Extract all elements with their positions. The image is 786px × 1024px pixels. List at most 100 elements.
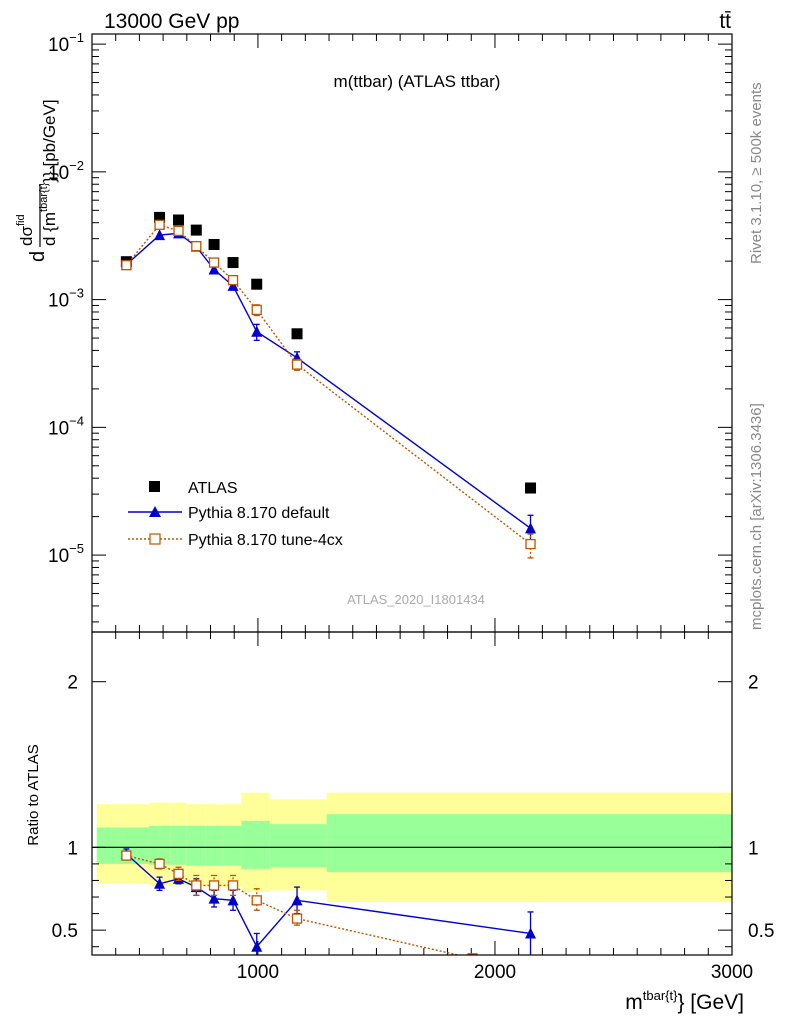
ratio-uncertainty-bands (92, 792, 732, 902)
analysis-label: ATLAS_2020_I1801434 (347, 592, 485, 607)
ratio-y-tick-label-left: 0.5 (52, 921, 78, 942)
ratio-point (251, 895, 262, 906)
green-band-bin (170, 825, 187, 865)
data-point (525, 522, 537, 534)
ratio-point (208, 880, 220, 891)
main-y-axis-label: d dσfid d {mtbar{t}}} [pb/GeV] (15, 99, 59, 262)
rivet-label: Rivet 3.1.10, ≥ 500k events (748, 82, 765, 264)
data-point (227, 257, 239, 269)
ratio-point (154, 858, 165, 870)
legend-entry-pythia-default: Pythia 8.170 default (128, 505, 330, 522)
ratio-point (291, 913, 303, 924)
green-band-bin (96, 827, 119, 864)
data-point (251, 325, 263, 337)
xlabel-base: m (625, 991, 643, 1014)
mcplots-label: mcplots.cern.ch [arXiv:1306.3436] (748, 403, 765, 630)
ratio-point (251, 940, 263, 952)
ratio-panel: 0.5 0.5 1 1 2 2 1000 2000 3000 Ratio to ATLAS m… (25, 631, 775, 1014)
ratio-y-axis-label: Ratio to ATLAS (25, 744, 42, 845)
ratio-point (208, 892, 220, 904)
ratio-point (173, 868, 184, 879)
legend-label-atlas: ATLAS (188, 480, 238, 497)
main-series-2 (121, 219, 536, 559)
data-point (154, 211, 166, 223)
data-point (291, 359, 303, 370)
ratio-y-tick-label-right: 0.5 (748, 921, 774, 942)
green-band-bin (326, 814, 732, 873)
header-left: 13000 GeV pp (104, 10, 239, 33)
ratio-x-tick-label: 2000 (474, 962, 516, 983)
main-title: m(ttbar) (ATLAS ttbar) (334, 72, 501, 91)
ratio-point (121, 850, 132, 861)
data-point (291, 328, 303, 340)
legend-label-pythia-tune: Pythia 8.170 tune-4cx (188, 532, 343, 549)
main-series-0 (120, 211, 537, 494)
green-band-bin (148, 825, 171, 865)
ratio-x-tick-label: 3000 (711, 962, 753, 983)
svg-text:dσfid: dσfid (15, 214, 36, 246)
green-band-bin (222, 825, 242, 866)
main-y-tick-labels: 10−5 10−4 10−3 10−2 10−1 (48, 30, 84, 567)
ylabel-close: }} [pb/GeV] (40, 99, 59, 182)
ratio-series-line (126, 854, 461, 955)
ratio-frame (91, 631, 733, 956)
data-point (208, 238, 220, 250)
legend-entry-atlas: ATLAS (149, 480, 238, 497)
data-point (227, 274, 239, 286)
main-series-layer (120, 211, 537, 559)
legend-entry-pythia-tune: Pythia 8.170 tune-4cx (128, 532, 343, 549)
data-point (208, 263, 220, 275)
main-series-1 (120, 227, 537, 544)
ylabel-densup: tbar{t} (38, 182, 50, 212)
svg-text:d: d (27, 251, 49, 262)
data-point (173, 214, 185, 226)
ratio-point (227, 894, 239, 906)
data-point (525, 482, 537, 494)
ratio-point (525, 927, 537, 939)
data-point (191, 241, 202, 252)
svg-text:d {mtbar{t}}} [pb/GeV]: d {mtbar{t}}} [pb/GeV] (38, 99, 59, 246)
green-band-bin (205, 825, 223, 866)
header-right: tt̄ (719, 10, 731, 33)
ratio-x-axis-label: mtbar{t}} [GeV] (625, 988, 744, 1014)
ratio-point (227, 880, 239, 891)
ratio-series-1 (121, 850, 478, 955)
ratio-y-tick-label-right: 2 (748, 673, 759, 694)
ratio-x-tick-labels: 1000 2000 3000 (237, 962, 753, 983)
data-point (251, 304, 262, 316)
main-y-tick-label: 10−2 (48, 158, 84, 184)
data-point (121, 260, 132, 271)
data-point (190, 224, 202, 236)
green-band-bin (269, 824, 327, 868)
ylabel-d: d (27, 251, 49, 262)
legend: ATLAS Pythia 8.170 default Pythia 8.170 … (128, 480, 343, 549)
main-y-tick-label: 10−4 (48, 413, 84, 439)
ratio-y-tick-labels: 0.5 0.5 1 1 2 2 (52, 673, 775, 942)
ratio-y-tick-label-left: 1 (67, 838, 78, 859)
data-point (227, 279, 239, 291)
data-point (154, 229, 166, 241)
ratio-y-tick-label-right: 1 (748, 838, 759, 859)
data-point (208, 257, 220, 268)
ylabel-den: d {m (40, 212, 59, 246)
data-point (525, 538, 536, 550)
main-y-tick-label: 10−5 (48, 541, 84, 567)
green-band-bin (241, 820, 270, 869)
data-point (251, 278, 263, 290)
xlabel-rest: } [GeV] (677, 991, 744, 1014)
main-y-tick-label: 10−3 (48, 286, 84, 312)
series-line (125, 232, 531, 529)
ylabel-num: dσ (17, 226, 36, 246)
main-panel: m(ttbar) (ATLAS ttbar) ATLAS_2020_I18014… (15, 30, 733, 633)
ratio-point (154, 877, 166, 889)
green-band-bin (186, 825, 206, 866)
ratio-y-tick-label-left: 2 (67, 673, 78, 694)
ratio-point (191, 880, 202, 891)
ratio-x-tick-label: 1000 (237, 962, 279, 983)
ylabel-sup: fid (15, 214, 27, 226)
legend-label-pythia-default: Pythia 8.170 default (188, 505, 330, 522)
data-point (173, 225, 184, 237)
data-point (154, 219, 165, 230)
series-line (125, 224, 531, 545)
